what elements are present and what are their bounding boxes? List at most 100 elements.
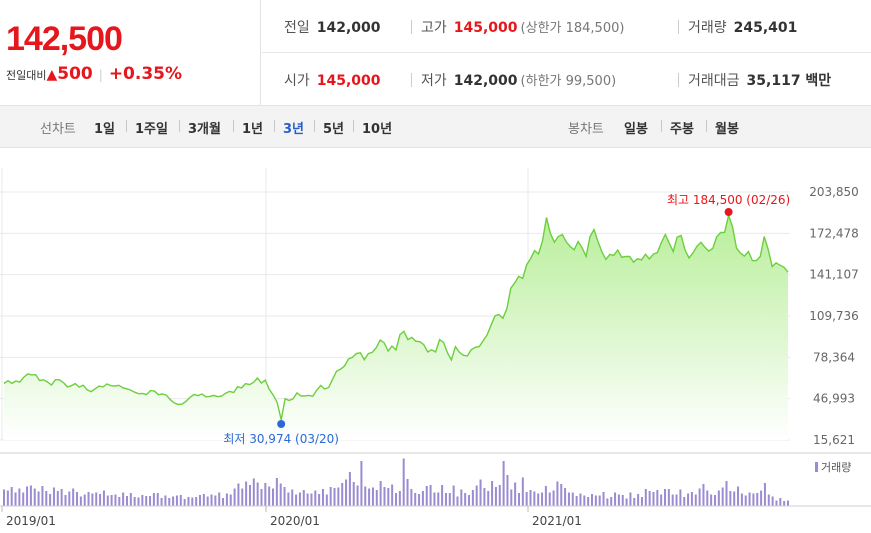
x-tick-label: 2019/01 [6,514,56,528]
volume-bar [783,501,786,506]
volume-bar [591,494,593,506]
volume-bar [402,458,405,506]
volume-bar [410,489,413,506]
volume-bar [287,492,290,506]
volume-bar [414,493,417,506]
volume-bar [256,482,259,506]
open-label: 시가 [284,73,310,89]
tab-divider [179,120,180,132]
volume-bar [514,482,517,506]
volume-bar [218,492,221,506]
volume-bar [68,491,71,506]
volume-bar [202,494,205,506]
volume-bar [760,490,763,506]
volume-bar [425,486,428,506]
volume-bar [210,494,213,506]
volume-bar [564,488,567,506]
volume-bar [52,487,55,506]
price-line [3,212,789,420]
x-tick-label: 2021/01 [532,514,582,528]
volume-bar [694,494,697,506]
volume-label: 거래량 [688,20,727,36]
volume-bar [702,484,705,506]
tab-divider [126,120,127,132]
volume-bar [583,495,586,506]
y-tick-label: 109,736 [809,309,859,323]
volume-bar [371,487,374,506]
volume-bar [560,484,563,506]
volume-bar [37,491,40,506]
volume-bar [456,496,459,506]
volume-bar [717,490,720,506]
volume-bar [352,482,355,506]
tab-1d[interactable]: 1일 [94,122,116,137]
volume-bar [268,486,271,506]
tab-weekly[interactable]: 주봉 [670,122,694,137]
tab-5y[interactable]: 5년 [323,122,345,137]
volume-bar [648,491,651,506]
volume-bar [471,490,474,506]
volume-bar [91,493,94,506]
volume-bar [614,492,617,506]
high-value: 145,000 [453,20,518,36]
high-annotation: 최고 184,500 (02/26) [667,193,790,207]
y-tick-label: 203,850 [809,185,859,199]
volume-bar [110,495,113,506]
volume-bar [49,494,52,506]
volume-bar [383,487,386,506]
volume-bar [541,492,544,506]
volume-bar [610,497,613,506]
volume-bar [26,486,29,506]
volume-bar [391,484,394,506]
volume-bar [552,490,555,506]
low-annotation: 최저 30,974 (03/20) [223,432,339,446]
volume-bar [275,478,278,506]
tab-3y[interactable]: 3년 [283,122,305,137]
volume-bar [418,494,421,506]
volume-bar [64,495,67,506]
volume-bar [248,485,251,506]
volume-bar [452,485,455,506]
volume-bar [729,491,732,506]
volume-bar [260,489,263,506]
tab-1w[interactable]: 1주일 [135,122,168,137]
volume-bar [333,488,336,506]
tab-daily[interactable]: 일봉 [624,122,648,137]
volume-bar [106,495,109,506]
volume-bar [521,477,524,506]
volume-bar [675,494,678,506]
prev-close-label: 전일 [284,20,310,36]
volume-bar [517,493,520,506]
volume-bar [656,490,659,506]
volume-bar [168,498,171,506]
chart-period-tabs: 선차트 1일 1주일 3개월 1년 3년 5년 10년 봉차트 일봉 주봉 월봉 [0,106,871,148]
volume-bar [633,498,636,506]
volume-bar [149,496,152,506]
volume-bar [625,498,628,506]
volume-bar [60,489,63,506]
divider [678,20,679,34]
prev-close: 전일 142,000 [284,17,381,37]
volume-bar [690,492,693,506]
volume-bar [640,497,643,506]
volume-bar [3,489,5,506]
volume-bar [295,494,298,506]
tab-monthly[interactable]: 월봉 [715,122,739,137]
volume-bar [6,490,9,506]
tab-10y[interactable]: 10년 [362,122,393,137]
tab-divider [274,120,275,132]
change-percent: +0.35% [108,64,183,84]
price-chart-svg: 15,621 46,993 78,364 109,736 141,107 172,478 2… [0,168,871,528]
volume-bar [41,486,44,506]
volume-bar [279,483,282,506]
volume-bar [306,493,309,506]
tab-3m[interactable]: 3개월 [188,122,221,137]
volume-bar [152,493,155,506]
volume-bar [598,495,601,506]
tab-1y[interactable]: 1년 [242,122,264,137]
volume-bar [448,493,451,506]
volume-bar [237,483,240,506]
prev-close-value: 142,000 [316,20,381,36]
volume-bar [345,479,348,506]
volume-bar [437,492,440,506]
